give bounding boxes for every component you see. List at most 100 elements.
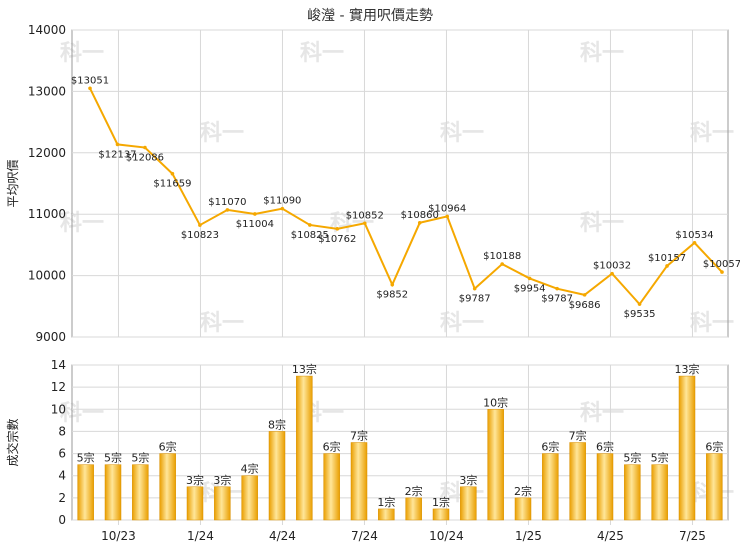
count-bar [296,375,313,521]
line-y-tick-label: 11000 [28,207,66,221]
bar-y-axis-title: 成交宗數 [5,418,20,466]
x-tick-label: 4/25 [597,529,624,543]
count-bar [569,442,586,521]
price-point [115,142,120,147]
count-data-label: 2宗 [405,484,423,498]
price-series-line [89,87,723,306]
count-bar [241,475,258,521]
x-tick-label: 4/24 [269,529,296,543]
count-data-label: 13宗 [675,362,700,376]
price-data-label: $12086 [126,153,164,164]
price-data-label: $10534 [675,230,713,241]
count-bar [596,453,614,521]
watermark-text: 科一 [60,401,104,426]
watermark-text: 科一 [60,41,104,66]
count-bar [706,453,723,521]
watermark-text: 科一 [580,211,624,236]
watermark-text: 科一 [580,401,624,426]
watermark-text: 科一 [60,211,104,236]
watermark-text: 科一 [690,121,734,146]
count-data-label: 4宗 [241,462,259,476]
count-data-label: 5宗 [77,451,95,465]
bar-y-tick-label: 10 [51,402,66,416]
count-bar [159,453,176,521]
count-bar [350,442,368,521]
count-bar [186,486,204,521]
bar-y-tick-label: 2 [58,491,66,505]
count-data-label: 6宗 [541,440,559,454]
line-panel: 9000 10000 11000 12000 13000 14000 平均呎價 $13051 $… [6,23,740,344]
bar-y-tick-label: 14 [51,358,66,372]
x-tick-label: 10/23 [101,529,136,543]
price-point [555,286,559,291]
line-y-axis-title: 平均呎價 [6,159,20,207]
price-data-label: $10823 [181,230,219,241]
price-data-label: $10032 [593,261,631,272]
x-tick-label: 1/24 [187,529,214,543]
price-point [500,262,504,266]
bar-y-tick-label: 4 [58,469,66,483]
count-data-label: 7宗 [350,429,368,443]
price-data-label: $10852 [346,210,384,221]
price-data-label: $11659 [153,179,191,190]
price-data-label: $11070 [208,197,246,208]
price-data-label: $10188 [483,251,521,262]
watermark-text: 科一 [580,41,624,66]
watermark-text: 科一 [330,211,374,236]
count-data-label: 5宗 [104,451,122,465]
price-point [362,221,367,226]
count-bar [514,497,532,521]
price-point [143,145,147,150]
price-point [720,270,724,274]
chart-title: 峻瀅 - 實用呎價走勢 [307,7,433,24]
count-bar [104,464,122,521]
x-tick-label: 7/24 [351,529,378,543]
price-data-label: $9787 [459,294,491,305]
count-bar [323,453,340,521]
count-data-label: 3宗 [459,473,477,487]
count-bar [132,464,149,521]
price-point [390,282,395,287]
price-data-label: $10157 [648,253,686,264]
price-data-label: $10860 [401,210,439,221]
x-tick-label: 10/24 [429,529,464,543]
count-bar [678,375,696,521]
bar-panel: 0 2 4 6 8 10 12 14 10/23 1/24 4/24 7/24 10/24 1/25 4/2… [5,358,729,543]
price-data-label: $9686 [569,300,601,311]
price-point [472,286,477,291]
bar-y-tick-label: 8 [58,424,66,438]
count-data-label: 5宗 [131,451,149,465]
count-bar [214,486,231,521]
count-data-label: 3宗 [186,473,204,487]
price-point [253,212,257,216]
price-point [637,302,642,306]
x-tick-label: 1/25 [515,529,542,543]
count-bar [405,497,422,521]
watermark-text: 科一 [200,311,244,336]
bar-y-tick-label: 12 [51,380,66,394]
price-point [280,206,285,211]
watermark-text: 科一 [690,311,734,336]
price-point [170,171,175,176]
count-bar [542,453,559,521]
line-y-tick-label: 14000 [28,23,66,37]
price-point [610,271,614,276]
count-data-label: 3宗 [213,473,231,487]
count-data-label: 6宗 [705,440,723,454]
price-point [527,276,532,281]
count-bar [268,431,286,521]
count-bar [487,409,504,521]
price-point [445,214,450,219]
price-data-label: $9535 [624,309,656,320]
count-data-label: 5宗 [623,451,641,465]
price-point [692,241,697,245]
count-bar [378,508,395,521]
price-data-label: $9852 [376,290,408,301]
price-data-label: $10964 [428,203,466,214]
line-y-tick-label: 9000 [35,330,66,344]
price-point [582,293,587,297]
line-y-tick-label: 13000 [28,84,66,98]
count-data-label: 1宗 [377,495,395,509]
